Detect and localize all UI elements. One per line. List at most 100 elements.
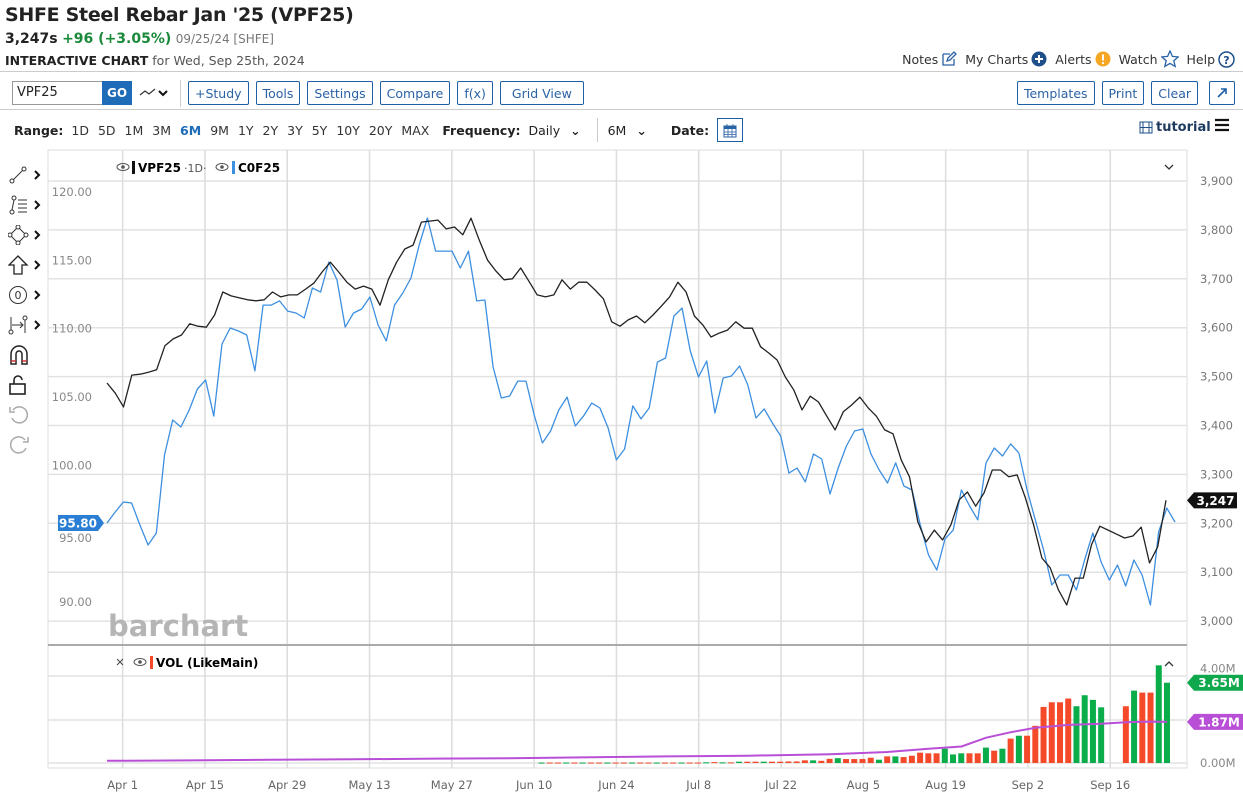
- redo-button[interactable]: [8, 432, 44, 458]
- clear-button[interactable]: Clear: [1151, 81, 1198, 105]
- range-5d[interactable]: 5D: [97, 122, 116, 138]
- undo-button[interactable]: [8, 402, 44, 428]
- volume-ma-last-tag-text: 1.87M: [1198, 715, 1240, 729]
- volume-bar: [1089, 699, 1096, 763]
- x-axis-label: Jul 22: [764, 778, 797, 792]
- volume-bar: [744, 761, 751, 763]
- volume-ma-line: [106, 720, 1168, 762]
- volume-bar: [1073, 706, 1080, 763]
- barchart-watermark: barchart: [108, 609, 248, 643]
- volume-bar: [727, 762, 734, 764]
- volume-bar: [612, 762, 619, 764]
- settings-button[interactable]: Settings: [307, 81, 373, 105]
- eye-icon[interactable]: [116, 163, 130, 171]
- arrow-tool[interactable]: [8, 252, 44, 278]
- volume-legend: VOL (LikeMain): [116, 656, 1174, 670]
- range-label: Range:: [14, 122, 64, 138]
- volume-bar: [999, 748, 1006, 763]
- range-5y[interactable]: 5Y: [311, 122, 328, 138]
- volume-bar: [760, 761, 767, 763]
- legend-compare-symbol: C0F25: [238, 161, 280, 175]
- add-study-button[interactable]: +Study: [188, 81, 249, 105]
- svg-text:0: 0: [15, 289, 22, 302]
- expand-chevron-icon[interactable]: [1164, 661, 1174, 667]
- range-9m[interactable]: 9M: [210, 122, 229, 138]
- left-axis-label: 115.00: [52, 253, 92, 267]
- redo-icon: [9, 436, 29, 454]
- shape-tool[interactable]: [8, 222, 44, 248]
- volume-bar: [554, 762, 561, 764]
- help-link[interactable]: Help?: [1187, 50, 1236, 68]
- chart-date: for Wed, Sep 25th, 2024: [152, 53, 305, 68]
- templates-button[interactable]: Templates: [1016, 81, 1095, 105]
- fib-tool[interactable]: [8, 192, 44, 218]
- chevron-down-icon: ⌄: [570, 122, 581, 138]
- expand-button[interactable]: [1209, 81, 1235, 105]
- right-axis-label: 3,900: [1200, 174, 1233, 188]
- unlock-icon: [9, 375, 26, 395]
- volume-bar: [777, 761, 784, 763]
- close-icon[interactable]: [116, 658, 124, 666]
- eye-icon[interactable]: [133, 658, 147, 666]
- range-2y[interactable]: 2Y: [262, 122, 279, 138]
- x-axis-label: Apr 29: [268, 778, 306, 792]
- volume-bar: [867, 757, 874, 763]
- x-axis-label: May 27: [431, 778, 473, 792]
- range-1d[interactable]: 1D: [71, 122, 89, 138]
- range-max[interactable]: MAX: [401, 122, 430, 138]
- my-charts-label: My Charts: [965, 51, 1029, 67]
- frequency-dropdown[interactable]: Daily ⌄: [528, 123, 580, 138]
- volume-bar: [538, 762, 545, 764]
- collapse-chevron-icon[interactable]: [1164, 164, 1174, 170]
- go-button[interactable]: GO: [102, 81, 132, 105]
- volume-bar: [974, 753, 981, 763]
- volume-bar: [933, 753, 940, 763]
- eye-icon[interactable]: [215, 163, 229, 171]
- period-dropdown[interactable]: 6M ⌄: [608, 123, 647, 138]
- my-charts-link[interactable]: My Charts: [965, 51, 1047, 67]
- range-3y[interactable]: 3Y: [287, 122, 303, 138]
- alerts-label: Alerts: [1055, 51, 1092, 67]
- compare-last-tag-bg: [58, 514, 104, 531]
- volume-bar: [851, 759, 858, 763]
- watch-link[interactable]: Watch: [1119, 50, 1179, 68]
- range-6m[interactable]: 6M: [180, 122, 202, 138]
- toolbar-separator: [180, 80, 181, 107]
- lock-tool[interactable]: [8, 372, 44, 398]
- grid-view-button[interactable]: Grid View: [499, 81, 584, 105]
- annotation-tool[interactable]: 0: [8, 282, 44, 308]
- range-1m[interactable]: 1M: [124, 122, 144, 138]
- range-3m[interactable]: 3M: [152, 122, 172, 138]
- menu-button[interactable]: [1214, 118, 1230, 136]
- measure-tool[interactable]: [8, 312, 44, 338]
- compare-color-swatch: [232, 161, 235, 174]
- line-tool[interactable]: [8, 162, 44, 188]
- fx-button[interactable]: f(x): [457, 81, 493, 105]
- print-button[interactable]: Print: [1101, 81, 1145, 105]
- volume-bar: [1032, 725, 1039, 763]
- magnet-tool[interactable]: [8, 342, 44, 368]
- tutorial-link[interactable]: tutorial: [1139, 120, 1211, 135]
- volume-bar: [661, 762, 668, 764]
- svg-text:?: ?: [1223, 54, 1229, 67]
- main-series-line: [106, 217, 1167, 606]
- right-axis-label: 3,500: [1200, 370, 1233, 384]
- alerts-link[interactable]: Alerts: [1055, 51, 1111, 67]
- last-price: 3,247s: [5, 31, 58, 47]
- notes-link[interactable]: Notes: [902, 51, 958, 67]
- volume-bar: [810, 760, 817, 763]
- chart-type-dropdown[interactable]: [138, 85, 172, 105]
- date-picker-button[interactable]: [717, 118, 744, 142]
- undo-icon: [9, 406, 29, 424]
- range-1y[interactable]: 1Y: [237, 122, 254, 138]
- range-20y[interactable]: 20Y: [368, 122, 393, 138]
- compare-button[interactable]: Compare: [379, 81, 451, 105]
- range-10y[interactable]: 10Y: [336, 122, 360, 138]
- magnet-icon: [10, 345, 28, 365]
- trend-line-icon: [9, 166, 41, 184]
- alert-icon: [1095, 51, 1111, 67]
- interactive-chart-label: INTERACTIVE CHART: [5, 53, 149, 68]
- volume-bar: [711, 762, 718, 764]
- tools-button[interactable]: Tools: [255, 81, 301, 105]
